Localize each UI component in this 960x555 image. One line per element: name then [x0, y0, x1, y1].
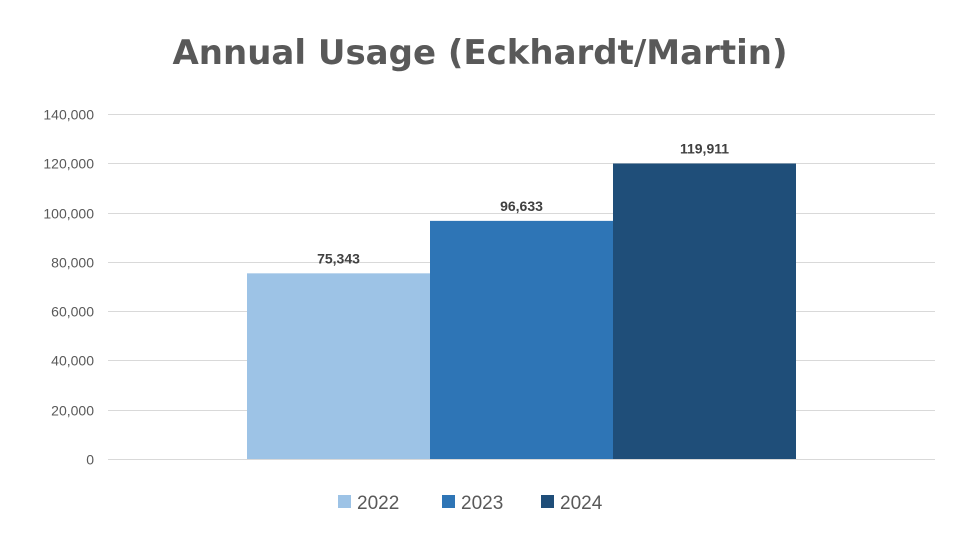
y-tick-label: 20,000 [51, 403, 94, 419]
legend-swatch-2022 [338, 495, 351, 508]
legend-label-2022: 2022 [357, 493, 399, 514]
legend-swatch-2023 [442, 495, 455, 508]
bar-2024 [613, 163, 796, 459]
y-tick-label: 80,000 [51, 255, 94, 271]
legend-label-2023: 2023 [461, 493, 503, 514]
chart-title: Annual Usage (Eckhardt/Martin) [172, 33, 787, 73]
data-labels: 75,343 96,633 119,911 [317, 141, 729, 267]
bars [247, 163, 796, 459]
legend-swatch-2024 [541, 495, 554, 508]
y-tick-label: 120,000 [43, 156, 94, 172]
y-tick-label: 140,000 [43, 107, 94, 123]
bar-2023 [430, 220, 613, 459]
legend: 2022 2023 2024 [338, 493, 603, 514]
data-label-2023: 96,633 [500, 198, 543, 214]
y-tick-label: 0 [86, 452, 94, 468]
y-tick-label: 40,000 [51, 353, 94, 369]
data-label-2022: 75,343 [317, 250, 360, 266]
data-label-2024: 119,911 [680, 141, 729, 157]
legend-label-2024: 2024 [560, 493, 603, 514]
bar-2022 [247, 273, 430, 459]
y-axis-tick-labels: 0 20,000 40,000 60,000 80,000 100,000 120,000 1… [43, 107, 94, 468]
y-tick-label: 100,000 [43, 206, 94, 222]
y-tick-label: 60,000 [51, 304, 94, 320]
